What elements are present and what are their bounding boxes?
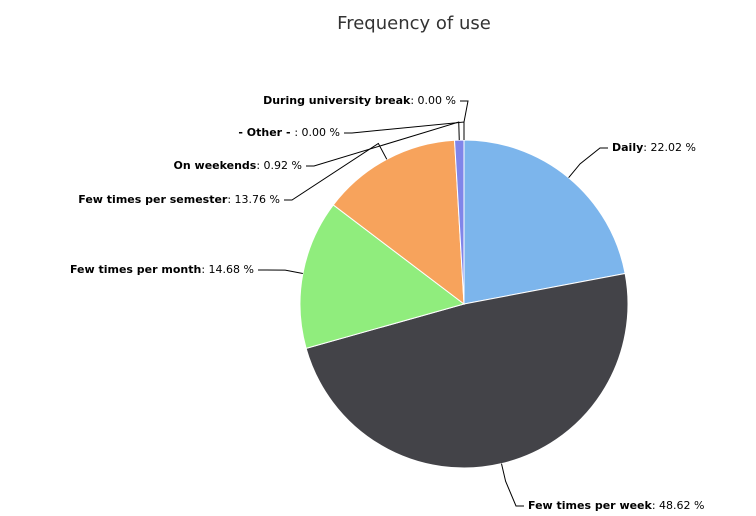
label-value: : 22.02 % <box>643 141 696 154</box>
data-label: Few times per semester: 13.76 % <box>78 193 280 206</box>
connector <box>344 121 465 140</box>
chart-title: Frequency of use <box>337 13 491 34</box>
label-name: - Other - <box>238 126 294 139</box>
data-label: - Other - : 0.00 % <box>238 126 340 139</box>
label-name: Few times per month <box>70 263 201 276</box>
data-label: On weekends: 0.92 % <box>174 159 302 172</box>
data-label: Daily: 22.02 % <box>612 141 696 154</box>
pie-slice <box>299 204 466 349</box>
connector <box>306 121 460 167</box>
connector <box>500 463 524 507</box>
label-value: : 13.76 % <box>227 193 280 206</box>
data-label: Few times per week: 48.62 % <box>528 499 705 512</box>
label-value: : 0.00 % <box>410 94 456 107</box>
data-label: Few times per month: 14.68 % <box>70 263 254 276</box>
pie-slice <box>305 272 629 469</box>
label-name: During university break <box>263 94 411 107</box>
connector <box>568 147 608 179</box>
label-name: Few times per semester <box>78 193 228 206</box>
label-value: : 0.92 % <box>256 159 302 172</box>
label-name: Daily <box>612 141 643 154</box>
label-name: Few times per week <box>528 499 653 512</box>
label-value: : 48.62 % <box>652 499 705 512</box>
label-value: : 0.00 % <box>294 126 340 139</box>
data-label: During university break: 0.00 % <box>263 94 456 107</box>
label-value: : 14.68 % <box>201 263 254 276</box>
connector <box>460 100 469 140</box>
connector <box>258 269 303 274</box>
label-name: On weekends <box>174 159 257 172</box>
connector <box>284 142 388 201</box>
